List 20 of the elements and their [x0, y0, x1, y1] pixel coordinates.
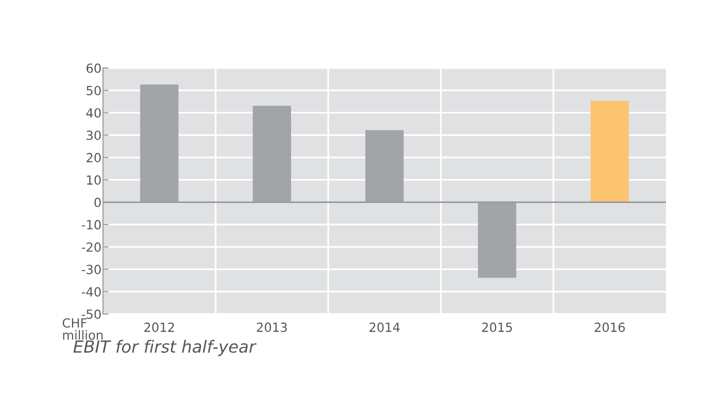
- y-tick-label: -50: [82, 309, 101, 319]
- bar: [590, 100, 629, 202]
- y-tick-label: 30: [86, 130, 101, 140]
- x-tick-label: 2016: [594, 322, 625, 332]
- y-tick-label: 10: [87, 175, 101, 185]
- y-tick-label: 60: [86, 63, 101, 73]
- y-tick-label: -40: [82, 287, 101, 297]
- y-tick-label: 50: [86, 86, 101, 96]
- y-tick-label: -10: [82, 220, 101, 230]
- y-tick-label: 20: [86, 152, 101, 162]
- x-tick-label: 2012: [144, 322, 174, 332]
- text: EBIT for first half-year: [73, 340, 256, 356]
- y-axis-title: CHF million: [62, 318, 103, 340]
- y-tick-label: -20: [82, 242, 101, 252]
- x-tick-label: 2014: [370, 322, 400, 332]
- y-tick-label: 40: [86, 108, 101, 118]
- y-tick-label: -30: [82, 264, 101, 274]
- x-tick-label: 2015: [482, 322, 512, 332]
- x-tick-label: 2013: [256, 322, 287, 332]
- y-tick-label: 0: [94, 198, 101, 208]
